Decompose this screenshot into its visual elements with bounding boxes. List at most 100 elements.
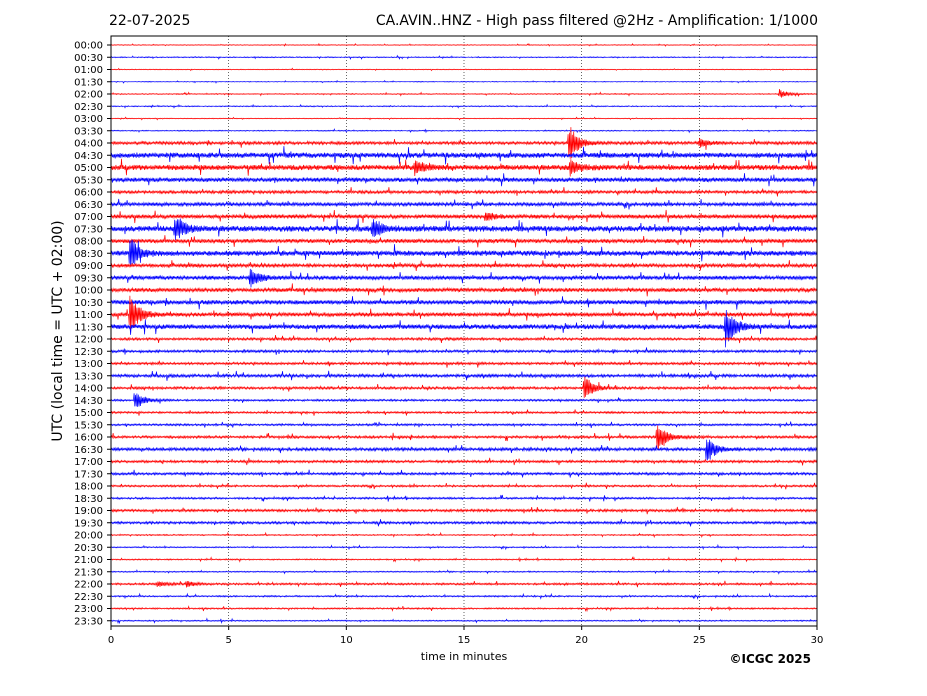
y-tick-label: 09:30 <box>74 273 103 284</box>
y-tick-label: 19:00 <box>74 506 103 517</box>
seismic-traces <box>110 42 817 625</box>
y-tick-label: 12:30 <box>74 347 103 358</box>
trace-0830 <box>110 239 817 266</box>
trace-2000 <box>110 531 817 539</box>
trace-0130 <box>110 79 817 84</box>
trace-1730 <box>110 469 817 478</box>
y-tick-label: 12:00 <box>74 335 103 346</box>
y-tick-label: 14:00 <box>74 384 103 395</box>
trace-0330 <box>110 128 817 134</box>
trace-1030 <box>110 296 817 310</box>
trace-1300 <box>110 360 817 368</box>
y-tick-label: 13:30 <box>74 371 103 382</box>
y-tick-label: 06:30 <box>74 200 103 211</box>
trace-0500 <box>110 158 817 177</box>
trace-0800 <box>110 235 817 248</box>
trace-1830 <box>110 494 817 502</box>
trace-1100 <box>110 295 817 332</box>
x-axis-ticks: 0 5 10 15 20 25 30 <box>108 626 824 646</box>
y-tick-label: 07:00 <box>74 212 103 223</box>
y-tick-label: 02:30 <box>74 102 103 113</box>
copyright-label: ©ICGC 2025 <box>729 652 811 666</box>
trace-1700 <box>110 457 817 466</box>
y-tick-label: 10:00 <box>74 286 103 297</box>
trace-1900 <box>110 506 817 515</box>
trace-0100 <box>110 67 817 72</box>
y-tick-label: 21:30 <box>74 567 103 578</box>
y-tick-label: 22:00 <box>74 580 103 591</box>
y-tick-label: 15:00 <box>74 408 103 419</box>
vertical-grid <box>228 36 700 626</box>
y-tick-label: 18:30 <box>74 494 103 505</box>
y-tick-label: 08:30 <box>74 249 103 260</box>
chart-title: CA.AVIN..HNZ - High pass filtered @2Hz -… <box>376 13 818 29</box>
trace-0730 <box>110 218 817 241</box>
y-tick-label: 22:30 <box>74 592 103 603</box>
trace-0230 <box>110 103 817 109</box>
y-tick-label: 11:30 <box>74 322 103 333</box>
trace-2300 <box>110 605 817 613</box>
trace-0000 <box>110 42 817 47</box>
trace-1630 <box>110 439 817 461</box>
y-tick-label: 21:00 <box>74 555 103 566</box>
trace-0200 <box>110 88 817 98</box>
y-tick-label: 20:00 <box>74 531 103 542</box>
trace-1930 <box>110 518 817 527</box>
y-tick-label: 04:30 <box>74 151 103 162</box>
trace-0930 <box>110 268 817 288</box>
y-tick-label: 00:00 <box>74 41 103 52</box>
trace-1800 <box>110 482 817 490</box>
x-tick-label: 5 <box>225 635 231 646</box>
y-tick-label: 06:00 <box>74 188 103 199</box>
trace-2230 <box>110 592 817 600</box>
trace-0600 <box>110 187 817 197</box>
trace-0630 <box>110 198 817 210</box>
trace-1430 <box>110 393 817 407</box>
x-tick-label: 15 <box>458 635 471 646</box>
y-tick-label: 23:00 <box>74 604 103 615</box>
trace-1330 <box>110 370 817 381</box>
x-tick-label: 10 <box>340 635 353 646</box>
y-tick-label: 04:00 <box>74 139 103 150</box>
trace-0530 <box>110 173 817 187</box>
trace-2330 <box>110 617 817 625</box>
trace-0430 <box>110 146 817 165</box>
y-tick-label: 14:30 <box>74 396 103 407</box>
trace-0400 <box>110 127 817 159</box>
y-tick-label: 08:00 <box>74 237 103 248</box>
y-tick-label: 15:30 <box>74 420 103 431</box>
y-tick-label: 19:30 <box>74 518 103 529</box>
y-tick-label: 00:30 <box>74 53 103 64</box>
y-tick-label: 11:00 <box>74 310 103 321</box>
y-tick-label: 16:00 <box>74 433 103 444</box>
trace-1500 <box>110 409 817 416</box>
trace-0030 <box>110 54 817 60</box>
y-tick-label: 09:00 <box>74 261 103 272</box>
trace-0300 <box>110 116 817 121</box>
y-tick-label: 05:00 <box>74 163 103 174</box>
trace-2200 <box>110 580 817 588</box>
trace-1400 <box>110 376 817 398</box>
y-tick-label: 05:30 <box>74 175 103 186</box>
trace-1130 <box>110 309 817 348</box>
trace-2130 <box>110 568 817 575</box>
y-tick-label: 02:00 <box>74 90 103 101</box>
y-tick-label: 07:30 <box>74 224 103 235</box>
y-tick-label: 16:30 <box>74 445 103 456</box>
x-tick-label: 0 <box>108 635 114 646</box>
x-tick-label: 25 <box>693 635 706 646</box>
x-tick-label: 30 <box>811 635 824 646</box>
y-tick-label: 10:30 <box>74 298 103 309</box>
y-tick-label: 03:30 <box>74 126 103 137</box>
y-tick-label: 17:00 <box>74 457 103 468</box>
trace-1200 <box>110 334 817 344</box>
y-tick-label: 18:00 <box>74 482 103 493</box>
trace-2030 <box>110 543 817 551</box>
x-axis-label: time in minutes <box>421 650 508 663</box>
x-tick-label: 20 <box>575 635 588 646</box>
trace-1600 <box>110 425 817 450</box>
y-tick-label: 01:30 <box>74 77 103 88</box>
y-tick-label: 13:00 <box>74 359 103 370</box>
